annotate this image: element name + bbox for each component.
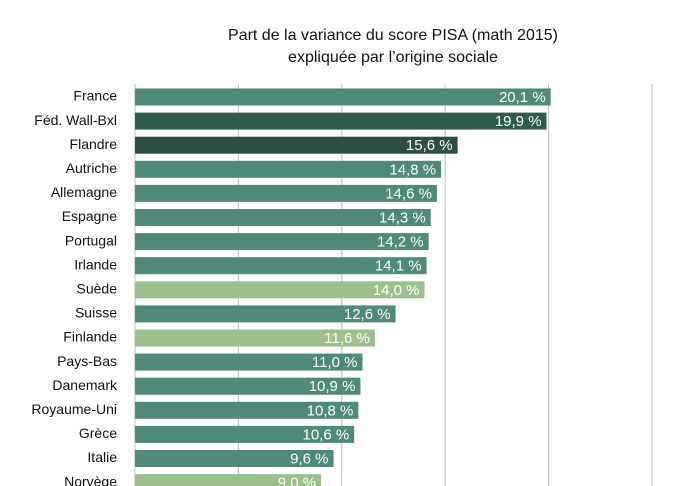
value-label: 12,6 % <box>344 306 391 323</box>
value-label: 14,1 % <box>375 258 422 275</box>
bar <box>135 425 355 443</box>
y-tick-label: Espagne <box>62 208 117 224</box>
y-tick-label: Flandre <box>70 136 118 152</box>
value-label: 19,9 % <box>495 113 542 130</box>
y-tick-label: Finlande <box>63 329 117 345</box>
y-tick-label: Suisse <box>75 305 117 321</box>
value-label: 11,0 % <box>312 354 358 371</box>
value-label: 14,0 % <box>373 282 420 299</box>
value-label: 10,9 % <box>309 378 356 395</box>
bar <box>135 474 322 486</box>
y-tick-label: Allemagne <box>51 184 117 200</box>
y-tick-label: Pays-Bas <box>57 353 117 369</box>
y-tick-label: Irlande <box>74 256 117 272</box>
y-tick-label: France <box>73 88 117 104</box>
value-label: 10,8 % <box>307 402 354 419</box>
y-tick-label: Portugal <box>65 232 117 248</box>
y-tick-label: Danemark <box>52 377 118 393</box>
y-tick-label: Norvège <box>64 473 117 486</box>
bar <box>135 281 425 299</box>
value-label: 15,6 % <box>406 137 453 154</box>
value-label: 14,8 % <box>389 161 436 178</box>
bar <box>135 88 551 106</box>
value-label: 11,6 % <box>324 330 370 347</box>
y-tick-label: Grèce <box>79 425 117 441</box>
value-label: 14,2 % <box>377 234 424 251</box>
bar <box>135 257 427 275</box>
bar <box>135 305 396 323</box>
bar <box>135 401 359 419</box>
value-label: 9,0 % <box>278 475 316 486</box>
bar <box>135 450 334 467</box>
bar <box>135 353 363 371</box>
bar <box>135 112 547 130</box>
bar <box>135 160 442 178</box>
y-tick-label: Royaume-Uni <box>31 401 117 417</box>
bar <box>135 136 458 154</box>
bar <box>135 233 429 251</box>
y-tick-label: Italie <box>87 449 117 465</box>
value-label: 10,6 % <box>303 426 350 443</box>
value-label: 14,6 % <box>385 185 432 202</box>
y-tick-label: Suède <box>77 281 118 297</box>
bar <box>135 184 437 202</box>
bar <box>135 329 375 347</box>
y-tick-label: Autriche <box>66 160 118 176</box>
chart-title: Part de la variance du score PISA (math … <box>228 27 558 44</box>
bar <box>135 209 431 226</box>
value-label: 14,3 % <box>379 209 426 226</box>
chart-title: expliquée par l’origine sociale <box>288 49 498 66</box>
bar <box>135 377 361 395</box>
y-tick-label: Féd. Wall-Bxl <box>34 112 117 128</box>
value-label: 9,6 % <box>290 450 328 467</box>
value-label: 20,1 % <box>499 89 546 106</box>
